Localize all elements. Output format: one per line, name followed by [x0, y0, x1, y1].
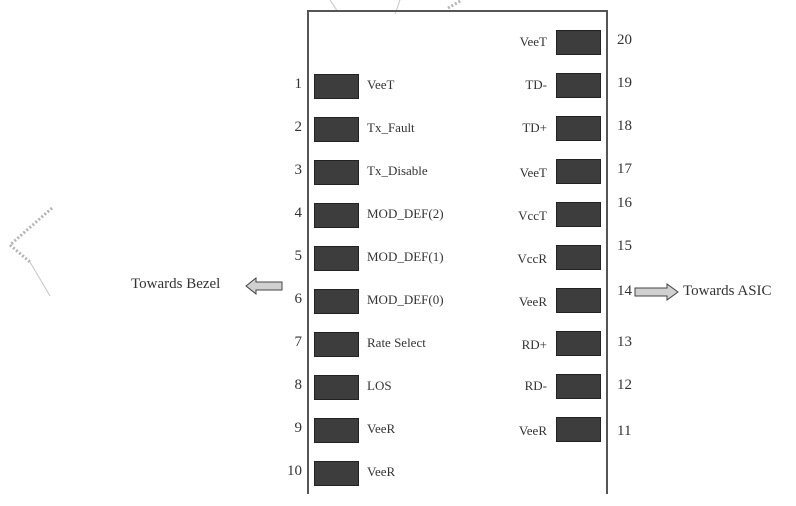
pin-number: 8 [294, 377, 303, 393]
pin-number: 10 [287, 463, 302, 479]
pin-pad [314, 418, 359, 443]
pin-number: 16 [617, 195, 632, 211]
pin-pad [314, 375, 359, 400]
pin-label: RD- [524, 378, 547, 393]
towards-asic-label: Towards ASIC [683, 283, 772, 299]
pin-number: 7 [294, 334, 303, 350]
pin-pad [314, 246, 359, 271]
pin-pad [314, 461, 359, 486]
pin-label: VeeR [518, 294, 547, 309]
pin-pad [556, 417, 601, 442]
pin-pad [314, 332, 359, 357]
pin-label: Rate Select [367, 335, 426, 350]
pin-number: 4 [294, 205, 303, 221]
pin-label: Tx_Fault [367, 120, 415, 135]
pin-label: TD+ [522, 120, 547, 135]
pin-number: 5 [294, 248, 303, 264]
pin-label: VeeT [367, 77, 395, 92]
pin-label: TD- [525, 77, 547, 92]
pin-label: RD+ [521, 337, 547, 352]
pin-number: 19 [617, 75, 632, 91]
pin-pad [556, 374, 601, 399]
pin-label: Tx_Disable [367, 163, 428, 178]
pin-number: 15 [617, 238, 632, 254]
pin-pad [556, 331, 601, 356]
pin-label: VeeR [367, 464, 396, 479]
pin-pad [556, 288, 601, 313]
pin-number: 18 [617, 118, 632, 134]
pin-number: 1 [294, 76, 303, 92]
pin-pad [556, 116, 601, 141]
pin-label: VccR [517, 251, 547, 266]
pin-number: 14 [617, 283, 632, 299]
pin-pad [556, 245, 601, 270]
pin-pad [314, 117, 359, 142]
pin-label: VeeR [367, 421, 396, 436]
pin-pad [556, 73, 601, 98]
arrow-left-icon [245, 277, 283, 295]
pin-pad [314, 160, 359, 185]
pin-pad [314, 289, 359, 314]
pin-number: 12 [617, 377, 632, 393]
pin-number: 3 [294, 162, 303, 178]
towards-bezel-label: Towards Bezel [131, 276, 221, 292]
pin-number: 20 [617, 32, 632, 48]
pin-label: MOD_DEF(2) [367, 206, 444, 221]
connector-outline [307, 10, 608, 494]
pin-label: MOD_DEF(0) [367, 292, 444, 307]
arrow-right-icon [634, 283, 679, 301]
pin-label: LOS [367, 378, 392, 393]
pin-number: 11 [617, 423, 632, 439]
pin-number: 13 [617, 334, 632, 350]
pin-number: 6 [294, 291, 303, 307]
pin-label: VeeT [519, 34, 547, 49]
pin-label: VeeR [518, 423, 547, 438]
pin-number: 9 [294, 420, 303, 436]
pin-number: 17 [617, 161, 632, 177]
pin-label: VccT [518, 208, 547, 223]
pin-pad [556, 202, 601, 227]
pin-pad [314, 74, 359, 99]
pin-number: 2 [294, 119, 303, 135]
pin-label: VeeT [519, 165, 547, 180]
pin-pad [314, 203, 359, 228]
pin-label: MOD_DEF(1) [367, 249, 444, 264]
pin-pad [556, 159, 601, 184]
pin-pad [556, 30, 601, 55]
